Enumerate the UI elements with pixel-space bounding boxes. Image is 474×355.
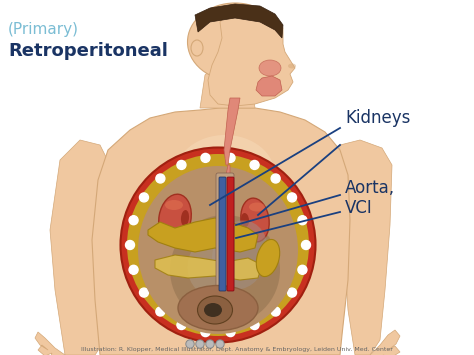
FancyBboxPatch shape xyxy=(216,173,234,297)
Polygon shape xyxy=(370,330,400,355)
Ellipse shape xyxy=(204,303,222,317)
Ellipse shape xyxy=(191,40,203,56)
Polygon shape xyxy=(226,165,230,190)
Ellipse shape xyxy=(241,213,249,227)
Circle shape xyxy=(196,340,204,348)
Ellipse shape xyxy=(178,285,258,331)
Circle shape xyxy=(271,174,280,183)
Ellipse shape xyxy=(188,3,283,81)
Polygon shape xyxy=(35,332,65,355)
Ellipse shape xyxy=(198,296,233,324)
Ellipse shape xyxy=(212,220,268,290)
Circle shape xyxy=(301,240,310,250)
Circle shape xyxy=(139,288,148,297)
Circle shape xyxy=(201,153,210,162)
Ellipse shape xyxy=(181,210,189,226)
FancyBboxPatch shape xyxy=(227,177,234,291)
Circle shape xyxy=(129,265,138,274)
Polygon shape xyxy=(200,62,255,108)
Polygon shape xyxy=(50,140,110,355)
Circle shape xyxy=(298,216,307,225)
Ellipse shape xyxy=(138,166,298,334)
Circle shape xyxy=(250,160,259,169)
Circle shape xyxy=(216,340,224,348)
Polygon shape xyxy=(208,8,295,106)
Text: Aorta,: Aorta, xyxy=(345,179,395,197)
Circle shape xyxy=(226,328,235,337)
Circle shape xyxy=(271,307,280,316)
Circle shape xyxy=(288,193,297,202)
Circle shape xyxy=(201,328,210,337)
Circle shape xyxy=(206,340,214,348)
Polygon shape xyxy=(338,140,392,355)
Text: VCI: VCI xyxy=(345,199,373,217)
Text: Illustration: R. Klopper, Medical Illustrator, Dept. Anatomy & Embryology, Leide: Illustration: R. Klopper, Medical Illust… xyxy=(81,347,393,352)
Circle shape xyxy=(129,216,138,225)
Polygon shape xyxy=(92,108,350,355)
Circle shape xyxy=(187,341,193,347)
Circle shape xyxy=(126,240,135,250)
Circle shape xyxy=(186,340,194,348)
Ellipse shape xyxy=(288,64,296,69)
Ellipse shape xyxy=(241,198,269,242)
Circle shape xyxy=(177,321,186,329)
Circle shape xyxy=(298,265,307,274)
Circle shape xyxy=(197,341,203,347)
Text: Kidneys: Kidneys xyxy=(345,109,410,127)
Circle shape xyxy=(156,307,165,316)
Circle shape xyxy=(139,193,148,202)
Ellipse shape xyxy=(175,135,275,215)
Ellipse shape xyxy=(259,60,281,76)
Ellipse shape xyxy=(165,200,183,210)
Circle shape xyxy=(288,288,297,297)
Ellipse shape xyxy=(170,215,280,325)
Polygon shape xyxy=(148,218,258,252)
Circle shape xyxy=(207,341,213,347)
Ellipse shape xyxy=(256,239,280,277)
Circle shape xyxy=(250,321,259,329)
Polygon shape xyxy=(195,4,283,38)
Ellipse shape xyxy=(120,147,316,343)
Circle shape xyxy=(217,341,223,347)
Polygon shape xyxy=(224,98,240,165)
Ellipse shape xyxy=(127,154,309,336)
Ellipse shape xyxy=(187,241,233,295)
Circle shape xyxy=(156,174,165,183)
FancyBboxPatch shape xyxy=(219,177,226,291)
Ellipse shape xyxy=(159,194,191,242)
Text: (Primary): (Primary) xyxy=(8,22,79,37)
Circle shape xyxy=(226,153,235,162)
Ellipse shape xyxy=(249,202,265,212)
Polygon shape xyxy=(256,76,282,96)
Text: Retroperitoneal: Retroperitoneal xyxy=(8,42,168,60)
Circle shape xyxy=(177,160,186,169)
Polygon shape xyxy=(155,255,262,280)
